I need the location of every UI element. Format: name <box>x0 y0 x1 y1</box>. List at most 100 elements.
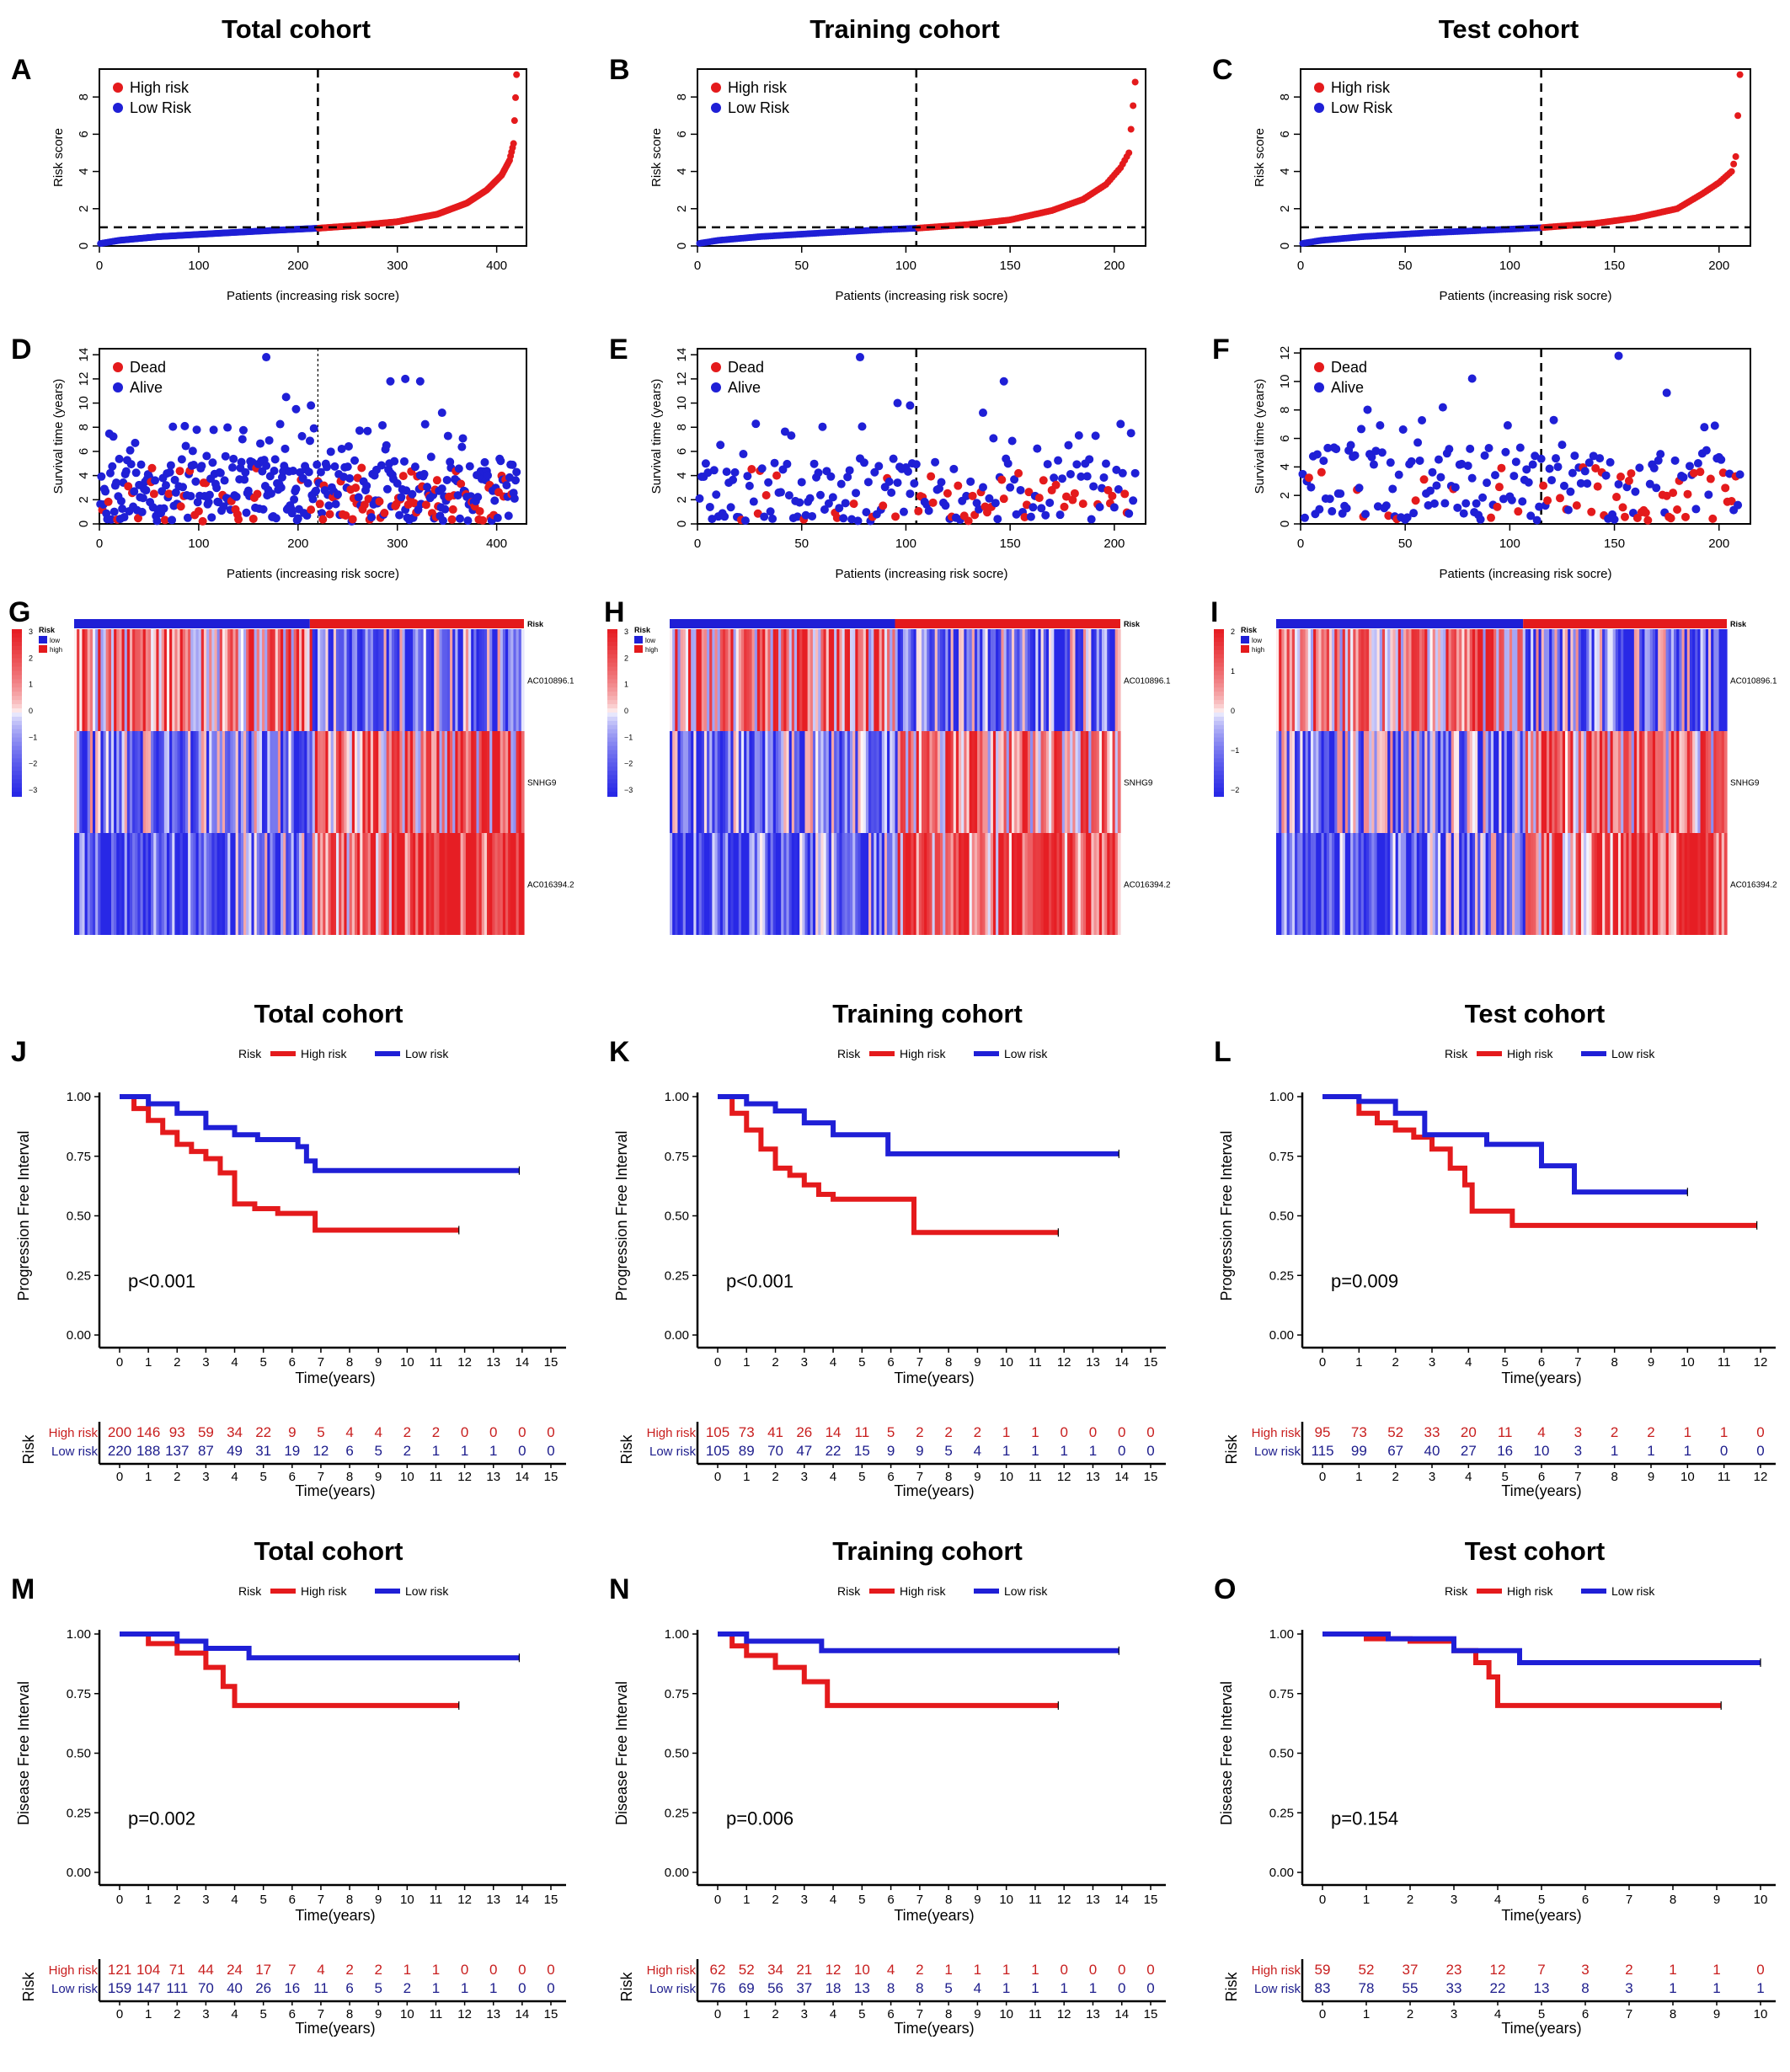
heatmap-cell <box>1610 833 1614 935</box>
heatmap-cell <box>209 833 212 935</box>
panel-title: Test cohort <box>1465 1536 1606 1566</box>
heatmap-cell <box>121 629 126 731</box>
panel-title: Training cohort <box>832 999 1023 1028</box>
x-tick-label: 6 <box>887 1470 894 1484</box>
heatmap-cell <box>1011 629 1015 731</box>
heatmap-cell <box>478 833 483 935</box>
alive-point <box>458 434 468 443</box>
alive-point <box>1112 465 1121 474</box>
heatmap-cell <box>1679 833 1683 935</box>
x-tick-label: 9 <box>974 1893 980 1907</box>
x-axis-label: Time(years) <box>1501 2020 1581 2037</box>
x-tick-label: 15 <box>1144 1893 1158 1907</box>
x-tick-label: 7 <box>916 1470 923 1484</box>
heatmap-cell <box>1291 629 1296 731</box>
heatmap-cell <box>1045 731 1050 833</box>
heatmap-cell <box>163 731 168 833</box>
x-axis-label: Time(years) <box>1501 1370 1581 1386</box>
alive-point <box>1679 473 1688 482</box>
risk-count-high: 24 <box>227 1962 243 1978</box>
x-axis-label: Time(years) <box>894 1482 974 1499</box>
dead-point <box>1039 476 1048 485</box>
risk-count-low: 8 <box>887 1980 895 1996</box>
x-tick-label: 14 <box>516 1893 530 1907</box>
heatmap-cell <box>924 629 927 731</box>
panel-letter: L <box>1214 1036 1232 1068</box>
heatmap-cell <box>1578 731 1582 833</box>
x-tick-label: 9 <box>974 2007 980 2021</box>
risk-count-high: 7 <box>288 1962 296 1978</box>
heatmap-cell <box>783 731 788 833</box>
risk-count-low: 22 <box>1490 1980 1506 1996</box>
alive-point <box>1645 479 1654 489</box>
alive-point <box>115 454 124 463</box>
alive-point <box>814 468 823 478</box>
heatmap-cell <box>1697 833 1702 935</box>
heatmap-cell <box>1307 833 1312 935</box>
scale-step <box>1214 666 1224 672</box>
dead-point <box>315 499 324 509</box>
scale-step <box>12 633 22 639</box>
heatmap-cell <box>275 833 279 935</box>
heatmap-cell <box>1472 731 1476 833</box>
heatmap-cell <box>1419 731 1423 833</box>
heatmap-cell <box>863 629 867 731</box>
heatmap-cell <box>902 833 906 935</box>
heatmap-cell <box>701 833 705 935</box>
alive-point <box>510 494 519 503</box>
risk-count-high: 5 <box>887 1424 895 1440</box>
plot-frame <box>99 348 527 525</box>
heatmap-cell <box>235 629 239 731</box>
y-axis-label: Survival time (years) <box>1253 379 1267 494</box>
heatmap-cell <box>227 833 231 935</box>
panel-letter: G <box>8 596 30 628</box>
risk-count-high: 4 <box>1537 1424 1545 1440</box>
y-tick-label: 2 <box>1278 492 1292 499</box>
heatmap-cell <box>172 629 175 731</box>
risk-count-low: 0 <box>1118 1980 1125 1996</box>
survival-curve-low <box>718 1631 1119 1653</box>
heatmap-cell <box>302 833 305 935</box>
heatmap-cell <box>516 731 520 833</box>
heatmap-cell <box>500 833 504 935</box>
heatmap-cell <box>1307 731 1312 833</box>
heatmap-cell <box>135 833 138 935</box>
alive-point <box>722 467 731 477</box>
legend-label: Dead <box>1331 359 1367 376</box>
heatmap-cell <box>354 629 358 731</box>
risk-count-low: 0 <box>547 1980 554 1996</box>
heatmap-cell <box>462 833 467 935</box>
heatmap-cell <box>182 731 186 833</box>
heatmap-cell <box>1628 833 1632 935</box>
heatmap-cell <box>335 629 339 731</box>
alive-point <box>910 478 919 488</box>
heatmap-cell <box>1281 731 1285 833</box>
scale-step <box>607 687 617 693</box>
dead-point <box>879 501 888 510</box>
alive-point <box>1016 485 1025 494</box>
y-axis-label: Survival time (years) <box>649 379 664 494</box>
heatmap-cell <box>317 629 321 731</box>
alive-point <box>318 509 327 518</box>
heatmap-cell <box>855 629 859 731</box>
scale-step <box>12 700 22 706</box>
heatmap-cell <box>1573 629 1577 731</box>
heatmap-cell <box>439 629 443 731</box>
heatmap-cell <box>990 833 994 935</box>
heatmap-cell <box>108 629 112 731</box>
heatmap-cell <box>87 731 91 833</box>
alive-point <box>511 476 521 485</box>
heatmap-cell <box>1008 731 1013 833</box>
heatmap-cell <box>1557 731 1561 833</box>
heatmap-cell <box>1098 833 1103 935</box>
heatmap-cell <box>1337 629 1341 731</box>
scale-step <box>607 758 617 764</box>
heatmap-cell <box>714 833 719 935</box>
x-tick-label: 5 <box>259 1355 266 1370</box>
dead-point <box>832 513 842 522</box>
heatmap-cell <box>937 731 941 833</box>
x-tick-label: 11 <box>1029 1470 1042 1484</box>
x-tick-label: 3 <box>202 2007 209 2021</box>
heatmap-cell <box>1064 629 1068 731</box>
p-value: p<0.001 <box>128 1270 195 1291</box>
